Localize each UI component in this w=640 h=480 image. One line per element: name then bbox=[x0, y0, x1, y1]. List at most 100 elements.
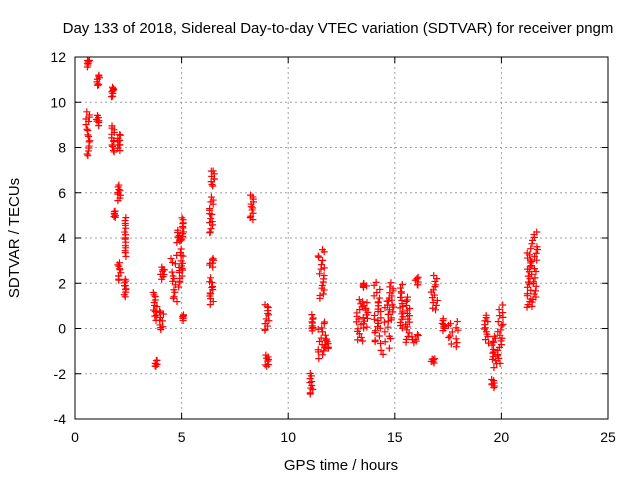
data-point bbox=[95, 71, 103, 79]
data-point bbox=[263, 354, 271, 362]
data-point bbox=[109, 83, 117, 91]
data-point bbox=[314, 252, 322, 260]
data-point bbox=[83, 150, 91, 158]
data-point bbox=[376, 294, 384, 302]
point-cluster bbox=[167, 251, 183, 306]
point-cluster bbox=[178, 214, 188, 243]
data-points bbox=[82, 56, 542, 398]
data-point bbox=[156, 307, 164, 315]
data-point bbox=[153, 356, 161, 364]
data-point bbox=[150, 306, 158, 314]
point-cluster bbox=[107, 83, 118, 101]
data-point bbox=[121, 217, 129, 225]
data-point bbox=[387, 279, 395, 287]
data-point bbox=[413, 331, 421, 339]
data-point bbox=[452, 324, 460, 332]
data-point bbox=[169, 294, 177, 302]
point-cluster bbox=[83, 56, 93, 71]
data-point bbox=[173, 298, 181, 306]
data-point bbox=[207, 167, 215, 175]
data-point bbox=[490, 345, 498, 353]
point-cluster bbox=[82, 108, 94, 160]
point-cluster bbox=[157, 263, 168, 283]
data-point bbox=[494, 318, 502, 326]
data-point bbox=[116, 187, 124, 195]
data-point bbox=[385, 344, 393, 352]
data-point bbox=[247, 191, 255, 199]
data-point bbox=[207, 225, 215, 233]
data-point bbox=[446, 320, 454, 328]
data-point bbox=[481, 324, 489, 332]
data-point bbox=[122, 277, 130, 285]
data-point bbox=[309, 314, 317, 322]
data-point bbox=[355, 296, 363, 304]
data-point bbox=[452, 335, 460, 343]
data-point bbox=[308, 311, 316, 319]
x-tick-label: 15 bbox=[387, 429, 403, 445]
data-point bbox=[208, 218, 216, 226]
data-point bbox=[169, 259, 177, 267]
data-point bbox=[321, 318, 329, 326]
point-cluster bbox=[207, 167, 218, 190]
data-point bbox=[170, 286, 178, 294]
data-point bbox=[208, 256, 216, 264]
data-point bbox=[531, 287, 539, 295]
data-point bbox=[385, 332, 393, 340]
data-point bbox=[388, 301, 396, 309]
data-point bbox=[384, 310, 392, 318]
data-point bbox=[176, 249, 184, 257]
data-point bbox=[249, 204, 257, 212]
data-point bbox=[93, 111, 101, 119]
data-point bbox=[429, 299, 437, 307]
data-point bbox=[114, 144, 122, 152]
point-cluster bbox=[376, 296, 396, 358]
data-point bbox=[531, 253, 539, 261]
data-point bbox=[528, 258, 536, 265]
data-point bbox=[381, 328, 389, 336]
data-point bbox=[320, 347, 328, 355]
data-point bbox=[121, 228, 129, 236]
data-point bbox=[532, 249, 540, 257]
data-point bbox=[110, 148, 118, 156]
point-cluster bbox=[396, 280, 407, 332]
data-point bbox=[453, 318, 461, 326]
data-point bbox=[497, 326, 505, 334]
data-point bbox=[320, 272, 328, 280]
data-point bbox=[115, 259, 123, 267]
data-point bbox=[386, 306, 394, 314]
point-cluster bbox=[108, 122, 118, 156]
y-axis-title: SDTVAR / TECUs bbox=[6, 178, 23, 298]
data-point bbox=[111, 207, 119, 215]
data-point bbox=[372, 278, 380, 286]
data-point bbox=[375, 332, 383, 340]
data-point bbox=[530, 278, 538, 286]
x-tick-label: 5 bbox=[178, 429, 186, 445]
data-point bbox=[447, 340, 455, 348]
point-cluster bbox=[408, 331, 422, 347]
data-point bbox=[168, 268, 176, 276]
data-point bbox=[527, 245, 535, 253]
data-point bbox=[453, 339, 461, 347]
data-point bbox=[402, 335, 410, 343]
data-point bbox=[376, 285, 384, 293]
data-point bbox=[314, 325, 322, 333]
data-point bbox=[490, 332, 498, 340]
data-point bbox=[318, 324, 326, 332]
point-cluster bbox=[176, 245, 187, 286]
data-point bbox=[431, 355, 439, 363]
data-point bbox=[363, 314, 371, 322]
data-point bbox=[532, 293, 540, 301]
data-point bbox=[398, 297, 406, 305]
data-point bbox=[452, 343, 460, 351]
data-point bbox=[403, 293, 411, 301]
data-point bbox=[496, 331, 504, 339]
y-tick-label: 0 bbox=[58, 321, 66, 337]
data-point bbox=[494, 346, 502, 354]
data-point bbox=[151, 308, 159, 316]
point-cluster bbox=[427, 355, 439, 367]
data-point bbox=[439, 315, 447, 323]
data-point bbox=[430, 291, 438, 299]
point-cluster bbox=[156, 307, 167, 334]
point-cluster bbox=[206, 254, 218, 271]
data-point bbox=[499, 301, 507, 309]
